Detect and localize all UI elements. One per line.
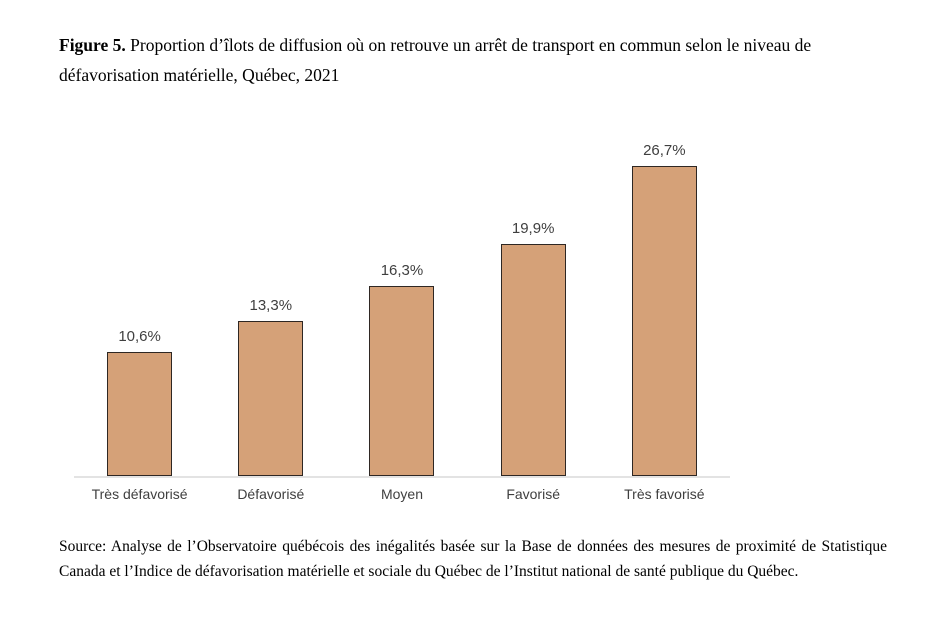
x-axis-label: Favorisé: [506, 486, 560, 502]
bar-slot: 10,6%: [74, 328, 205, 476]
figure-number: Figure 5.: [59, 35, 126, 55]
bar-value-label: 26,7%: [643, 142, 686, 159]
bar-1: [238, 321, 304, 476]
x-axis-label: Très défavorisé: [91, 486, 188, 502]
bar-4: [631, 166, 697, 476]
figure-title-text: Proportion d’îlots de diffusion où on re…: [59, 35, 812, 85]
chart-plot-area: 10,6% 13,3% 16,3% 19,9% 26,7%: [74, 130, 730, 478]
bar-slot: 16,3%: [336, 262, 467, 476]
x-axis-labels: Très défavorisé Défavorisé Moyen Favorisé Tr…: [74, 486, 730, 502]
bar-slot: 13,3%: [205, 297, 336, 476]
bar-slot: 26,7%: [599, 142, 730, 476]
bar-chart: 10,6% 13,3% 16,3% 19,9% 26,7% Très défavoris…: [74, 130, 730, 502]
bar-value-label: 10,6%: [118, 328, 161, 345]
figure-title: Figure 5. Proportion d’îlots de diffusio…: [59, 30, 887, 90]
x-axis-label: Défavorisé: [237, 486, 305, 502]
x-axis-label: Moyen: [380, 486, 423, 502]
source-note: Source: Analyse de l’Observatoire québéc…: [59, 538, 887, 580]
bar-slot: 19,9%: [468, 220, 599, 476]
bar-2: [369, 286, 435, 476]
bar-value-label: 13,3%: [249, 297, 293, 314]
bar-value-label: 16,3%: [380, 262, 424, 279]
bar-3: [500, 244, 566, 476]
x-axis-label: Très favorisé: [624, 486, 705, 502]
bar-value-label: 19,9%: [511, 220, 555, 237]
bar-0: [107, 352, 173, 476]
